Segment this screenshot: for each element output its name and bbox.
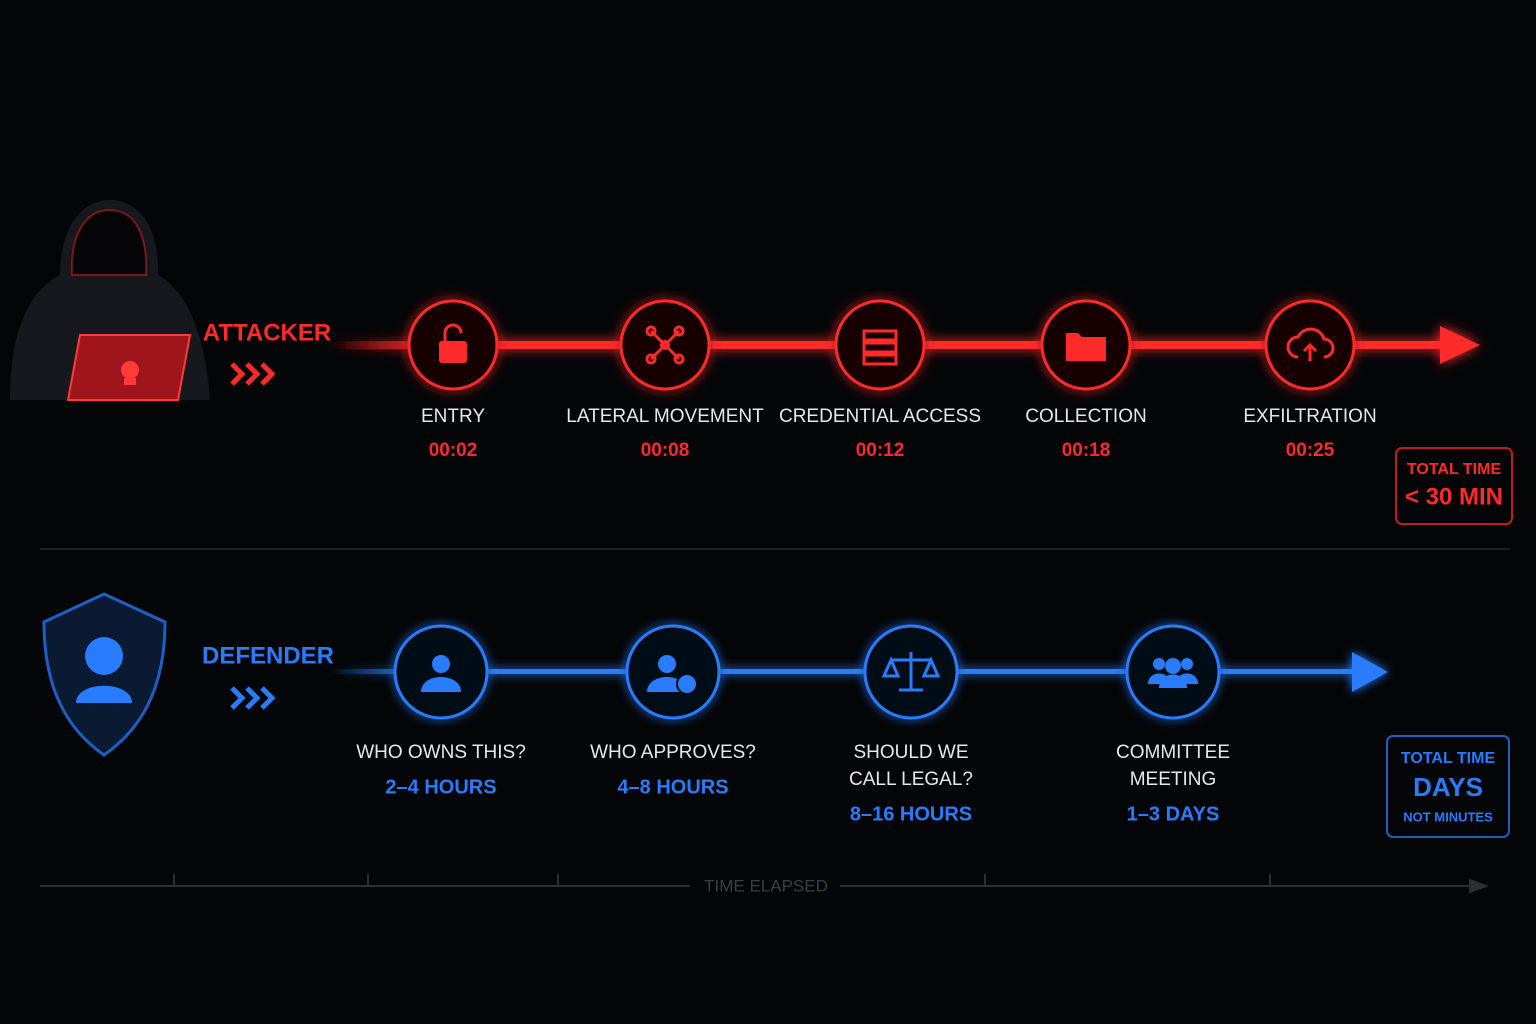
icon: [1181, 658, 1193, 670]
defender-shield: [42, 592, 167, 757]
stage-time: 00:02: [429, 440, 478, 461]
axis-label: TIME ELAPSED: [704, 876, 828, 895]
stage-time: 1–3 DAYS: [1127, 803, 1220, 825]
stage-label: ENTRY: [421, 406, 485, 427]
stage-label: COLLECTION: [1025, 406, 1146, 427]
stage-label: SHOULD WE: [853, 742, 968, 763]
stage-time: 2–4 HOURS: [385, 776, 496, 798]
defender-stage: COMMITTEE MEETING 1–3 DAYS: [1116, 624, 1230, 825]
icon: [862, 353, 898, 366]
icon: [862, 329, 898, 342]
icon: [1153, 658, 1165, 670]
stage-time: 00:18: [1062, 440, 1111, 461]
stage-label: COMMITTEE: [1116, 742, 1230, 763]
icon: [645, 353, 657, 365]
stage-label: WHO OWNS THIS?: [356, 742, 526, 763]
defender-total-note: NOT MINUTES: [1403, 809, 1493, 824]
icon: [1066, 333, 1106, 361]
icon: [1165, 658, 1181, 674]
stage-circle: [834, 299, 926, 391]
icon: [1159, 674, 1187, 688]
stage-label: WHO APPROVES?: [590, 742, 756, 763]
attacker-total-value: < 30 MIN: [1405, 483, 1503, 510]
icon: [645, 325, 657, 337]
defender-chevrons: [230, 686, 276, 710]
attacker-chevrons: [230, 362, 276, 386]
attacker-stage: CREDENTIAL ACCESS 00:12: [779, 299, 981, 461]
attacker-total-box: [1395, 447, 1513, 525]
icon: [881, 652, 941, 692]
icon: [432, 655, 450, 673]
defender-stage: WHO OWNS THIS? 2–4 HOURS: [356, 624, 526, 798]
attacker-label: ATTACKER: [203, 319, 331, 346]
attacker-stage: LATERAL MOVEMENT 00:08: [566, 299, 764, 461]
stage-time: 8–16 HOURS: [850, 803, 972, 825]
icon: [676, 673, 698, 695]
defender-total-box: [1386, 735, 1510, 838]
time-axis: [40, 874, 1489, 894]
icon: [1286, 327, 1335, 361]
icon: [443, 323, 463, 341]
stage-time: 00:08: [641, 440, 690, 461]
attacker-stage: EXFILTRATION 00:25: [1243, 299, 1377, 461]
defender-track: [330, 652, 1388, 692]
defender-stage: WHO APPROVES? 4–8 HOURS: [590, 624, 756, 798]
icon: [439, 341, 467, 363]
stage-label: LATERAL MOVEMENT: [566, 406, 764, 427]
defender-label: DEFENDER: [202, 642, 334, 669]
stage-label: CALL LEGAL?: [849, 769, 973, 790]
attacker-stage: ENTRY 00:02: [407, 299, 499, 461]
stage-time: 00:12: [856, 440, 905, 461]
attacker-stage: COLLECTION 00:18: [1025, 299, 1147, 461]
stage-label: MEETING: [1130, 769, 1217, 790]
stage-label: EXFILTRATION: [1243, 406, 1376, 427]
defender-total-value: DAYS: [1413, 772, 1483, 802]
icon: [862, 341, 898, 354]
icon: [673, 325, 685, 337]
icon: [421, 677, 461, 692]
stage-label: CREDENTIAL ACCESS: [779, 406, 981, 427]
icon: [658, 655, 676, 673]
icon: [660, 340, 670, 350]
attacker-total-title: TOTAL TIME: [1407, 461, 1502, 478]
stage-time: 4–8 HOURS: [617, 776, 728, 798]
stage-time: 00:25: [1286, 440, 1335, 461]
defender-stage: SHOULD WE CALL LEGAL? 8–16 HOURS: [849, 624, 973, 825]
hacker-figure: [10, 200, 210, 401]
stage-circle: [625, 624, 721, 720]
defender-total-title: TOTAL TIME: [1401, 750, 1496, 767]
icon: [673, 353, 685, 365]
